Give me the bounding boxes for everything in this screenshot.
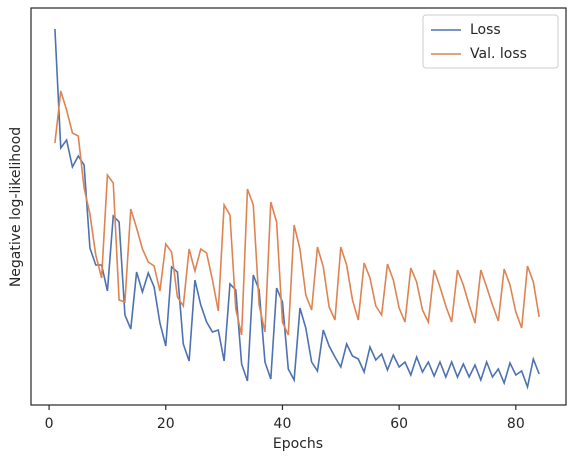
legend-label: Loss: [470, 22, 501, 38]
y-axis-label: Negative log-likelihood: [8, 127, 24, 287]
series-line: [54, 28, 540, 390]
x-tick-label: 60: [390, 416, 408, 432]
x-tick-label: 80: [507, 416, 525, 432]
series-line: [54, 90, 540, 336]
x-tick-label: 20: [157, 416, 175, 432]
plot-frame: [30, 7, 567, 406]
x-tick-label: 40: [274, 416, 292, 432]
x-tick-label: 0: [45, 416, 54, 432]
legend-label: Val. loss: [470, 46, 527, 62]
x-axis-label: Epochs: [273, 436, 323, 452]
